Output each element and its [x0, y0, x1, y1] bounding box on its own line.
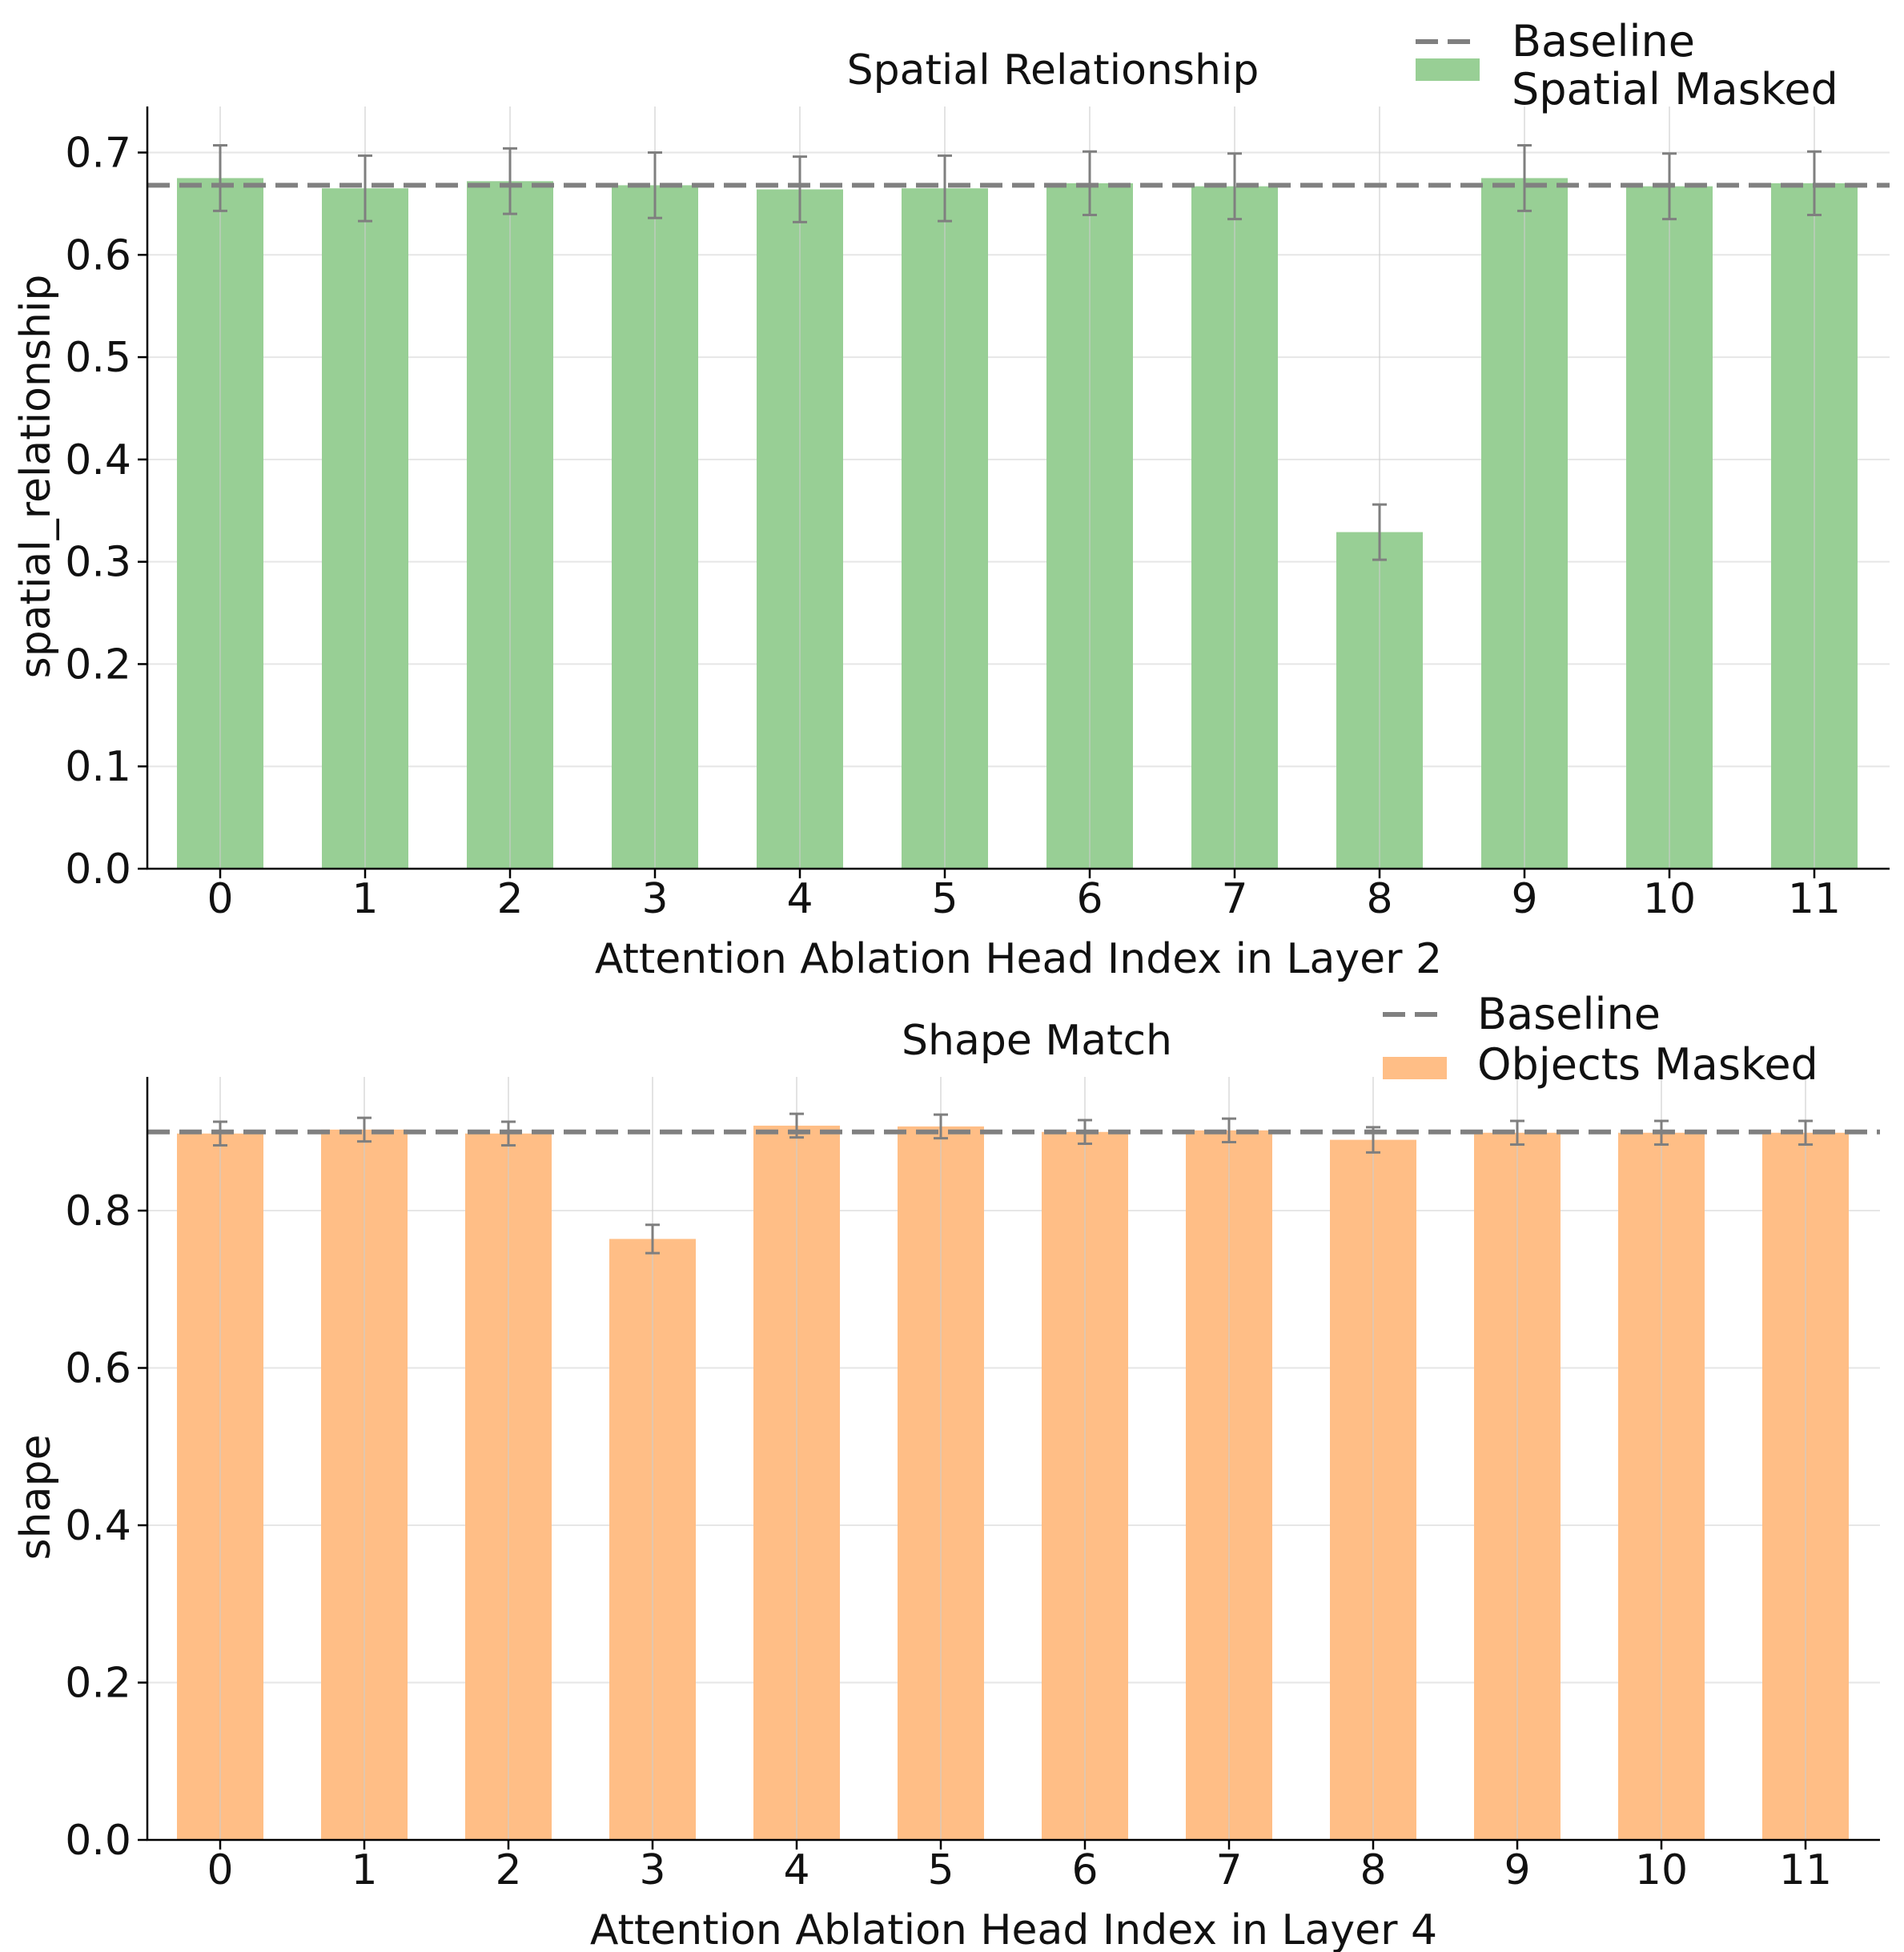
error-bar	[358, 154, 372, 223]
x-tick-label: 9	[1511, 875, 1537, 923]
x-tick-label: 10	[1643, 875, 1696, 923]
y-tick-label: 0.5	[65, 334, 131, 382]
error-bar	[645, 1223, 660, 1255]
error-bar	[934, 1113, 948, 1140]
x-tick-label: 1	[351, 875, 378, 923]
error-bar	[1798, 1119, 1813, 1146]
y-tick-label: 0.7	[65, 130, 131, 178]
error-bar	[1517, 144, 1532, 212]
x-tick-label: 6	[1071, 1846, 1098, 1894]
chart-title: Spatial Relationship	[847, 46, 1259, 94]
legend-patch-masked	[1416, 58, 1480, 81]
legend-label-baseline: Baseline	[1477, 989, 1661, 1039]
y-axis-label: shape	[12, 1435, 60, 1560]
error-bar	[213, 144, 227, 212]
y-tick-label: 0.6	[65, 1345, 131, 1393]
x-tick-label: 0	[207, 1846, 233, 1894]
x-tick-label: 8	[1360, 1846, 1386, 1894]
x-tick-label: 5	[927, 1846, 954, 1894]
error-bar	[503, 147, 517, 215]
y-tick-label: 0.8	[65, 1187, 131, 1235]
error-bar	[1227, 152, 1242, 221]
x-tick-label: 2	[495, 1846, 521, 1894]
y-tick-label: 0.0	[65, 1817, 131, 1865]
x-tick-label: 8	[1366, 875, 1392, 923]
x-axis-label: Attention Ablation Head Index in Layer 2	[595, 935, 1442, 983]
shape-match-chart: 0.0 0.2 0.4 0.6 0.8 0 1 2 3 4 5 6 7 8 9 10 11 Shape Match…	[12, 989, 1880, 1952]
error-bar	[1222, 1117, 1236, 1144]
y-tick-label: 0.4	[65, 1502, 131, 1550]
x-tick-label: 6	[1076, 875, 1103, 923]
error-bar	[1510, 1119, 1524, 1146]
x-tick-label: 11	[1779, 1846, 1832, 1894]
x-tick-label: 10	[1635, 1846, 1688, 1894]
x-axis-label: Attention Ablation Head Index in Layer 4	[590, 1906, 1437, 1952]
x-tick-label: 11	[1788, 875, 1841, 923]
x-tick-label: 7	[1221, 875, 1247, 923]
spatial-relationship-chart: 0.0 0.1 0.2 0.3 0.4 0.5 0.6 0.7 0 1 2 3 4 5 6 7 8 9 10 11 Sp…	[12, 16, 1890, 983]
x-tick-label: 9	[1504, 1846, 1530, 1894]
error-bar	[1372, 503, 1387, 561]
error-bar	[648, 151, 662, 219]
chart-title: Shape Match	[902, 1017, 1172, 1065]
x-tick-label: 0	[207, 875, 233, 923]
legend-label-masked: Spatial Masked	[1512, 64, 1838, 114]
x-tick-label: 7	[1215, 1846, 1242, 1894]
x-tick-label: 1	[351, 1846, 377, 1894]
legend-label-masked: Objects Masked	[1477, 1039, 1818, 1090]
error-bar	[938, 154, 952, 223]
y-tick-label: 0.2	[65, 1660, 131, 1708]
x-tick-label: 5	[931, 875, 958, 923]
y-tick-label: 0.0	[65, 845, 131, 894]
y-tick-label: 0.4	[65, 436, 131, 484]
y-tick-label: 0.1	[65, 743, 131, 791]
x-tick-label: 2	[496, 875, 523, 923]
legend-label-baseline: Baseline	[1512, 16, 1695, 66]
x-tick-label: 4	[786, 875, 813, 923]
y-tick-label: 0.2	[65, 641, 131, 689]
y-tick-label: 0.3	[65, 539, 131, 587]
legend-patch-masked	[1383, 1057, 1447, 1079]
y-axis-label: spatial_relationship	[12, 275, 60, 679]
x-tick-label: 3	[641, 875, 668, 923]
error-bar	[357, 1116, 372, 1143]
x-tick-label: 3	[639, 1846, 665, 1894]
y-tick-label: 0.6	[65, 231, 131, 279]
error-bar	[793, 155, 807, 223]
x-tick-label: 4	[783, 1846, 809, 1894]
